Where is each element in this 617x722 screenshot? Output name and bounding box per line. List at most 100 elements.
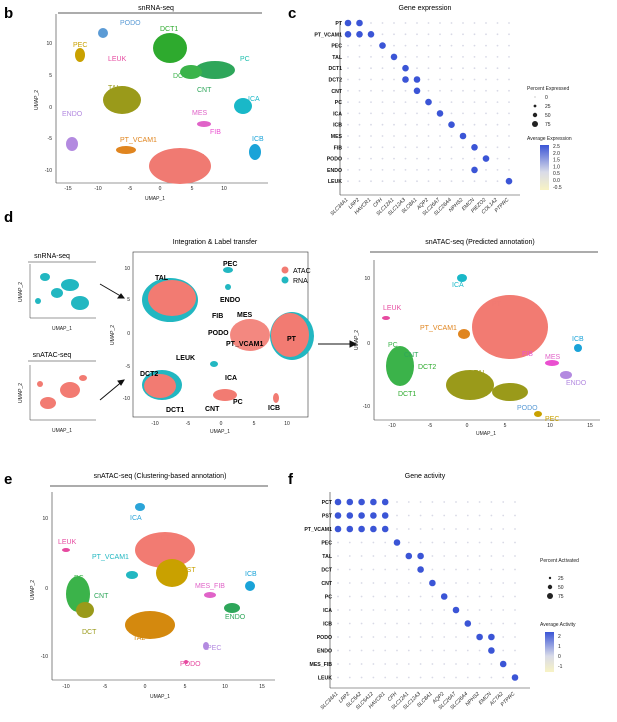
x-tick-label: 5 bbox=[184, 684, 187, 690]
dot bbox=[416, 112, 418, 115]
pct-legend-label: 75 bbox=[558, 594, 564, 600]
pct-legend-label: 50 bbox=[545, 113, 551, 119]
dot bbox=[427, 180, 430, 183]
dot bbox=[443, 582, 446, 584]
dot bbox=[450, 112, 453, 115]
panel-b-umap bbox=[66, 28, 261, 184]
dot bbox=[496, 44, 499, 47]
dot bbox=[502, 582, 505, 584]
dot bbox=[466, 663, 469, 665]
y-tick-label: -10 bbox=[45, 168, 52, 174]
right-cluster-label: MES bbox=[545, 354, 561, 361]
dot bbox=[360, 541, 363, 544]
dot bbox=[347, 44, 349, 47]
right-cluster-label: DCT2 bbox=[418, 364, 436, 371]
dot bbox=[360, 676, 363, 679]
dot bbox=[450, 22, 453, 24]
dot bbox=[478, 649, 481, 652]
pct-legend-label: 25 bbox=[558, 576, 564, 582]
dot bbox=[370, 22, 372, 24]
dot bbox=[404, 157, 407, 160]
dot bbox=[384, 649, 387, 652]
dot bbox=[337, 609, 339, 611]
dot bbox=[496, 135, 499, 137]
dot bbox=[450, 67, 453, 70]
dot bbox=[419, 595, 422, 598]
dot bbox=[358, 78, 361, 81]
dot bbox=[419, 622, 422, 625]
dot bbox=[372, 568, 375, 571]
dot bbox=[471, 144, 478, 151]
dot bbox=[419, 514, 422, 517]
dot bbox=[476, 633, 483, 641]
c-colorbar bbox=[540, 145, 549, 190]
dot bbox=[478, 501, 481, 503]
dot bbox=[419, 636, 422, 638]
dot bbox=[443, 541, 446, 544]
y-tick-label: 5 bbox=[127, 297, 130, 303]
dot bbox=[393, 44, 395, 47]
dot bbox=[431, 663, 434, 665]
dot bbox=[514, 609, 516, 611]
dot bbox=[466, 541, 469, 544]
dot bbox=[485, 123, 487, 126]
panel-c-letter: c bbox=[288, 5, 296, 22]
dot bbox=[427, 89, 430, 92]
right-cluster-label: TAL bbox=[474, 370, 486, 377]
dot bbox=[427, 146, 430, 149]
dot bbox=[407, 609, 410, 611]
dot bbox=[348, 622, 351, 625]
dot bbox=[384, 636, 387, 638]
dot bbox=[381, 146, 384, 149]
x-tick-label: -15 bbox=[64, 186, 71, 192]
avg-legend-label: 2.0 bbox=[553, 151, 560, 157]
dot bbox=[502, 609, 505, 611]
dot bbox=[478, 582, 481, 584]
dot bbox=[439, 78, 441, 81]
dot bbox=[393, 112, 395, 115]
dot bbox=[404, 123, 407, 126]
dot bbox=[466, 609, 469, 611]
dot bbox=[490, 609, 493, 611]
dot bbox=[508, 123, 510, 126]
dot bbox=[443, 649, 446, 652]
cluster-label-ica: ICA bbox=[248, 96, 260, 103]
dot bbox=[356, 19, 363, 27]
dot bbox=[443, 636, 446, 638]
x-tick-label: 15 bbox=[259, 684, 265, 690]
dot bbox=[455, 501, 457, 503]
dot bbox=[427, 123, 430, 126]
dot bbox=[348, 663, 351, 665]
mid-cluster-label: PC bbox=[233, 399, 243, 406]
dot bbox=[404, 112, 407, 115]
dot bbox=[367, 31, 375, 38]
dot bbox=[514, 514, 516, 517]
dot bbox=[431, 555, 434, 557]
dot bbox=[478, 528, 481, 530]
dot bbox=[407, 528, 410, 530]
dot bbox=[439, 33, 441, 36]
dot bbox=[508, 56, 510, 58]
row-label: LEUK bbox=[318, 676, 332, 682]
dot bbox=[417, 566, 424, 573]
row-label: CNT bbox=[331, 89, 342, 95]
x-tick-label: 10 bbox=[222, 684, 228, 690]
dot bbox=[450, 157, 453, 160]
cluster-label-pt_vcam1: PT_VCAM1 bbox=[120, 137, 157, 144]
dot bbox=[347, 89, 349, 92]
dot bbox=[358, 525, 365, 533]
dot bbox=[478, 663, 481, 665]
dot bbox=[490, 501, 493, 503]
right-cluster-label: LEUK bbox=[383, 305, 402, 312]
row-label: DCT bbox=[321, 568, 332, 574]
cluster-label-pt: PT bbox=[195, 154, 205, 161]
dot bbox=[431, 622, 434, 625]
panel-b-ylabel: UMAP_2 bbox=[34, 90, 40, 110]
dot bbox=[346, 498, 354, 506]
x-tick-label: 5 bbox=[504, 423, 507, 429]
dot bbox=[427, 135, 430, 137]
cluster-label-dct2: DCT2 bbox=[173, 73, 191, 80]
panel-d: d snRNA-seq UMAP_1 UMAP_2 snATAC-seq UMA… bbox=[4, 209, 600, 437]
dot bbox=[508, 89, 510, 92]
dot bbox=[381, 67, 384, 70]
